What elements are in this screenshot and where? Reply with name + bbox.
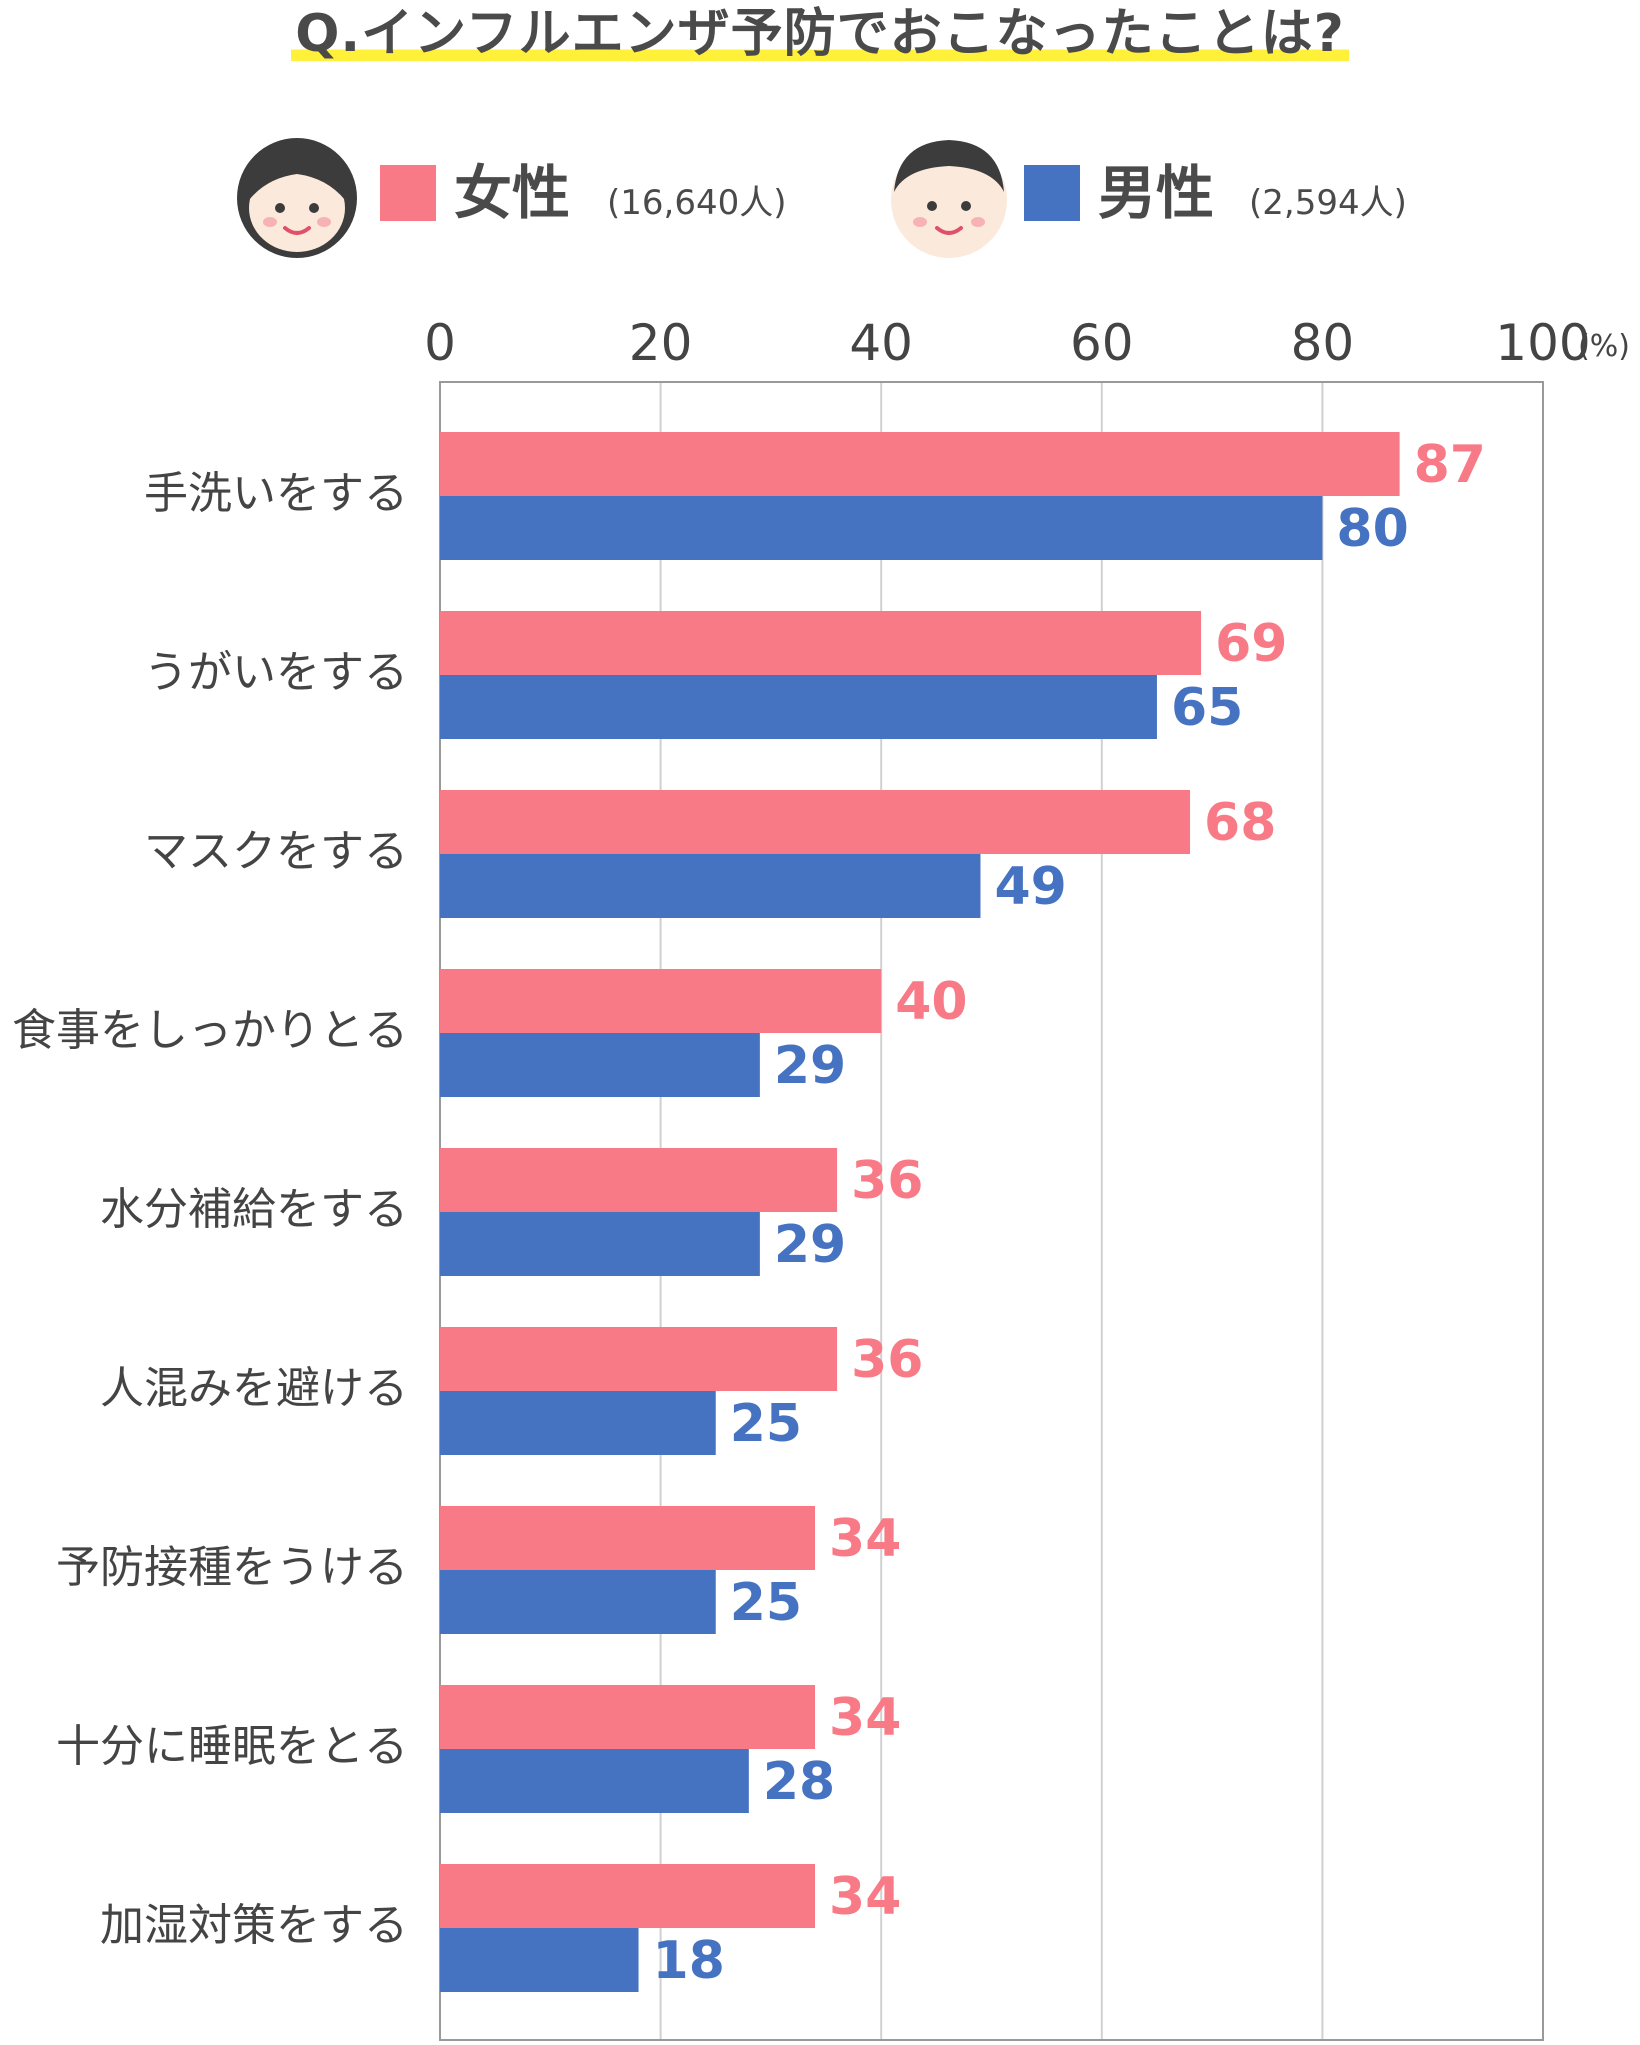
unit-label: (%) [1578,329,1630,364]
data-label: 29 [774,1215,846,1275]
legend-male-label: 男性 [1098,159,1215,227]
data-label: 29 [774,1036,846,1096]
legend-female-swatch [380,165,436,221]
category-label: 水分補給をする [100,1184,408,1235]
data-label: 80 [1336,499,1408,559]
category-label: 人混みを避ける [100,1363,408,1414]
data-label: 34 [829,1509,901,1569]
tick-label: 60 [1070,314,1134,372]
tick-label: 100 [1495,314,1590,372]
legend-male-count: (2,594人) [1249,183,1407,223]
data-label: 49 [994,857,1066,917]
bar-female [440,1327,838,1391]
bar-female [440,611,1202,675]
bar-female [440,1506,816,1570]
category-label: うがいをする [144,647,408,698]
chart-title: Q.インフルエンザ予防でおこなったことは? [291,2,1349,66]
category-label: 加湿対策をする [100,1900,408,1951]
legend-female: 女性 (16,640人) [232,128,832,258]
data-label: 65 [1171,678,1243,738]
bar-male [440,1928,639,1992]
data-label: 18 [653,1931,725,1991]
bar-male [440,1212,760,1276]
category-label: 食事をしっかりとる [12,1005,408,1056]
legend-female-label: 女性 [454,159,571,227]
data-label: 40 [895,972,967,1032]
data-label: 36 [851,1151,923,1211]
data-label: 28 [763,1752,835,1812]
category-label: 手洗いをする [144,468,408,519]
bar-male [440,1033,760,1097]
bar-male [440,496,1323,560]
data-label: 87 [1414,435,1486,495]
female-face-icon [237,138,357,258]
title-container: Q.インフルエンザ予防でおこなったことは? [0,0,1640,80]
tick-label: 80 [1291,314,1355,372]
legend-male-swatch [1024,165,1080,221]
bar-male [440,854,981,918]
category-label: 予防接種をうける [56,1542,408,1593]
bar-female [440,969,882,1033]
data-label: 25 [730,1394,802,1454]
tick-label: 0 [424,314,456,372]
data-label: 36 [851,1330,923,1390]
data-label: 34 [829,1867,901,1927]
data-label: 68 [1204,793,1276,853]
legend-male: 男性 (2,594人) [884,128,1444,258]
bar-male [440,675,1157,739]
data-label: 25 [730,1573,802,1633]
category-label: 十分に睡眠をとる [56,1721,408,1772]
tick-label: 20 [629,314,693,372]
bar-female [440,432,1400,496]
bar-male [440,1391,716,1455]
legend-female-count: (16,640人) [607,183,787,223]
bar-male [440,1749,749,1813]
male-face-icon [891,140,1007,258]
bar-female [440,1148,838,1212]
bar-female [440,1864,816,1928]
bar-female [440,1685,816,1749]
tick-label: 40 [849,314,913,372]
bar-male [440,1570,716,1634]
data-label: 69 [1215,614,1287,674]
bar-female [440,790,1191,854]
data-label: 34 [829,1688,901,1748]
category-label: マスクをする [144,826,408,877]
